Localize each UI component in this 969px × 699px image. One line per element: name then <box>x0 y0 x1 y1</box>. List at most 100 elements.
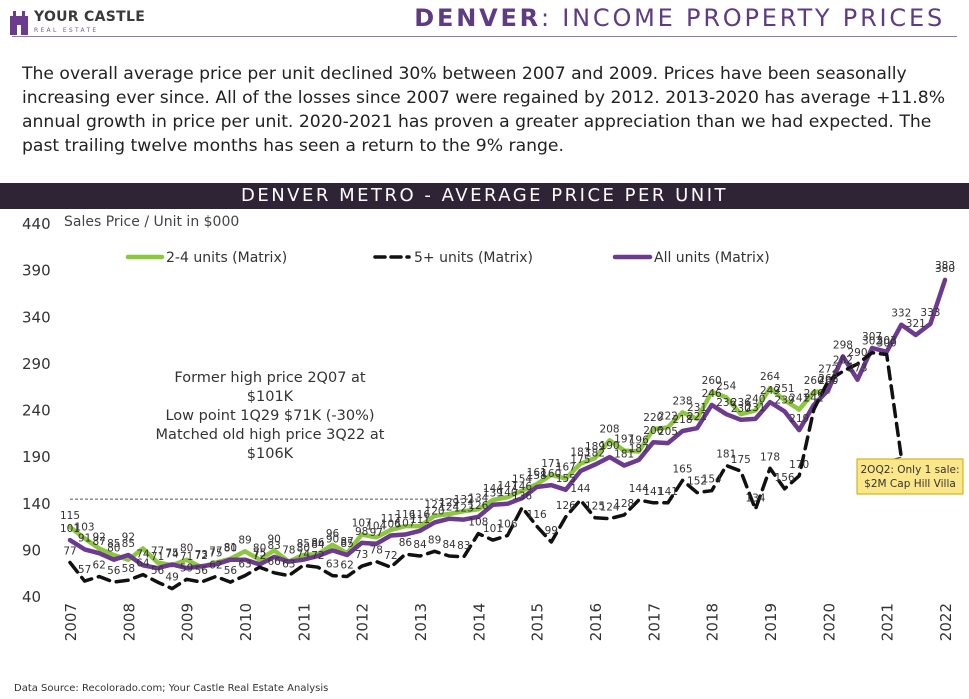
data-label: 85 <box>122 538 135 550</box>
data-label: 71 <box>151 551 164 563</box>
data-label: 254 <box>716 380 736 392</box>
data-label: 123 <box>454 503 474 515</box>
data-label: 107 <box>395 518 415 530</box>
data-label: 83 <box>267 540 280 552</box>
data-label: 84 <box>311 539 325 551</box>
data-label: 87 <box>340 536 353 548</box>
data-label: 101 <box>60 523 80 535</box>
data-label: 196 <box>629 435 649 447</box>
data-label: 90 <box>326 533 339 545</box>
data-label: 80 <box>297 543 310 555</box>
data-label: 231 <box>745 402 765 414</box>
data-label: 155 <box>556 473 576 485</box>
data-label: 84 <box>413 539 427 551</box>
data-label: 236 <box>716 397 736 409</box>
data-label: 218 <box>672 414 692 426</box>
data-label: 63 <box>238 559 251 571</box>
annotation-note-line: Former high price 2Q07 at <box>174 370 366 386</box>
data-label: 85 <box>297 538 310 550</box>
data-label: 74 <box>136 548 150 560</box>
data-label: 260 <box>804 375 824 387</box>
logo-text: YOUR CASTLE <box>34 9 146 25</box>
x-tick-label: 2018 <box>704 603 722 641</box>
data-label: 380 <box>935 263 955 275</box>
data-label: 72 <box>253 550 266 562</box>
data-label: 236 <box>731 397 751 409</box>
x-tick-label: 2014 <box>470 603 488 641</box>
data-label: 128 <box>614 498 634 510</box>
annotation-note-line: $101K <box>247 389 294 405</box>
data-label: 80 <box>180 543 193 555</box>
data-label: 141 <box>643 486 663 498</box>
data-label: 221 <box>687 411 707 423</box>
callout-text: $2M Cap Hill Villa <box>864 478 956 490</box>
data-label: 241 <box>789 393 809 405</box>
callout-text: 2OQ2: Only 1 sale: <box>861 464 960 476</box>
data-label: 91 <box>78 532 91 544</box>
data-label: 167 <box>556 462 576 474</box>
data-label: 144 <box>483 483 503 495</box>
data-label: 98 <box>355 526 368 538</box>
y-axis-title: Sales Price / Unit in $000 <box>64 214 239 230</box>
data-label: 72 <box>384 550 397 562</box>
data-label: 307 <box>862 331 882 343</box>
x-tick-label: 2020 <box>820 603 838 641</box>
data-label: 152 <box>687 476 707 488</box>
data-label: 56 <box>224 565 238 577</box>
data-label: 251 <box>775 383 795 395</box>
data-label: 92 <box>92 532 105 544</box>
data-source: Data Source: Recolorado.com; Your Castle… <box>14 683 329 694</box>
chart-title-band <box>0 183 969 209</box>
data-label: 125 <box>585 501 605 513</box>
data-label: 333 <box>920 307 940 319</box>
page-title-bold: DENVER <box>414 4 541 32</box>
data-label: 85 <box>340 538 353 550</box>
y-tick-label: 390 <box>22 262 51 280</box>
data-label: 262 <box>818 373 838 385</box>
data-label: 181 <box>716 449 736 461</box>
annotation-note-line: $106K <box>247 446 294 462</box>
data-label: 75 <box>253 547 266 559</box>
data-label: 282 <box>833 354 853 366</box>
data-label: 175 <box>731 454 751 466</box>
data-label: 139 <box>483 488 503 500</box>
y-tick-label: 140 <box>22 495 51 513</box>
data-label: 190 <box>600 440 620 452</box>
data-label: 129 <box>439 497 459 509</box>
data-label: 72 <box>311 550 324 562</box>
data-label: 108 <box>468 517 488 529</box>
x-tick-label: 2012 <box>354 603 372 641</box>
data-label: 77 <box>209 545 222 557</box>
data-label: 332 <box>891 308 911 320</box>
y-tick-label: 40 <box>22 588 41 606</box>
data-label: 156 <box>775 472 795 484</box>
logo: YOUR CASTLE REAL ESTATE <box>8 6 148 40</box>
data-label: 175 <box>570 454 590 466</box>
data-label: 73 <box>195 549 208 561</box>
data-label: 220 <box>643 412 663 424</box>
data-label: 116 <box>527 509 547 521</box>
data-label: 104 <box>366 520 386 532</box>
data-label: 230 <box>731 403 751 415</box>
y-tick-label: 240 <box>22 402 51 420</box>
data-label: 111 <box>410 514 430 526</box>
data-label: 87 <box>92 536 105 548</box>
data-label: 64 <box>136 558 150 570</box>
data-label: 144 <box>570 483 590 495</box>
data-label: 205 <box>658 426 678 438</box>
summary-text: The overall average price per unit decli… <box>22 64 946 156</box>
data-label: 134 <box>468 492 488 504</box>
data-label: 134 <box>745 492 765 504</box>
data-label: 90 <box>267 533 280 545</box>
data-label: 80 <box>107 543 120 555</box>
data-label: 126 <box>556 500 576 512</box>
data-label: 241 <box>804 393 824 405</box>
data-label: 154 <box>702 474 722 486</box>
data-label: 107 <box>352 518 372 530</box>
data-label: 84 <box>442 539 456 551</box>
data-label: 154 <box>512 474 532 486</box>
data-label: 49 <box>165 572 178 584</box>
data-label: 96 <box>326 528 340 540</box>
data-label: 115 <box>60 510 80 522</box>
